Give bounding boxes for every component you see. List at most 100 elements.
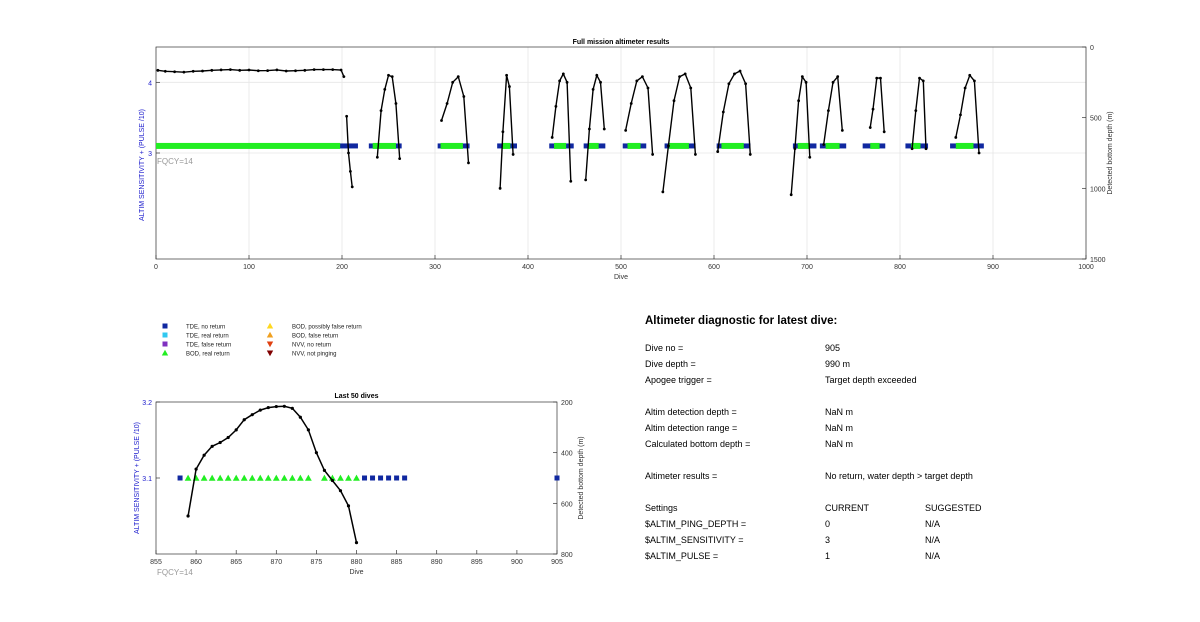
depth-point xyxy=(716,150,720,153)
legend: TDE, no return TDE, real return TDE, false… xyxy=(161,322,362,358)
apogee-value: Target depth exceeded xyxy=(825,375,917,385)
x-tick-label: 300 xyxy=(429,264,441,271)
bod-real-return-marker xyxy=(224,474,232,481)
ping-depth-suggested: N/A xyxy=(925,519,941,529)
bod-real-return-marker xyxy=(304,474,312,481)
depth-point xyxy=(511,153,515,156)
pulse-suggested: N/A xyxy=(925,551,941,561)
depth-line-segment xyxy=(911,76,927,149)
depth-point xyxy=(256,69,260,73)
legend-marker xyxy=(266,341,274,348)
tde-no-return-marker xyxy=(362,475,368,481)
depth-point xyxy=(330,478,335,483)
legend-marker xyxy=(162,323,168,329)
depth-point xyxy=(804,80,808,84)
depth-point xyxy=(624,128,628,132)
depth-point xyxy=(322,68,325,72)
depth-point xyxy=(561,72,565,76)
depth-point xyxy=(914,109,918,112)
depth-point xyxy=(744,82,748,86)
depth-point xyxy=(210,444,214,448)
depth-point xyxy=(284,69,288,73)
depth-point xyxy=(383,88,387,91)
depth-point xyxy=(694,153,697,156)
depth-point xyxy=(797,99,801,103)
y2-tick-label: 200 xyxy=(561,400,573,407)
depth-point xyxy=(398,157,402,161)
depth-point xyxy=(635,79,639,83)
depth-point xyxy=(831,80,835,84)
results-row: Altimeter results = No return, water dep… xyxy=(645,471,1165,487)
tde-no-return-marker xyxy=(370,475,376,481)
legend-label: TDE, real return xyxy=(186,334,229,340)
bod-real-return-marker-run xyxy=(627,142,641,149)
bod-real-return-marker xyxy=(256,474,264,481)
depth-point xyxy=(266,405,270,410)
legend-marker xyxy=(162,341,168,347)
calc-bottom-value: NaN m xyxy=(825,439,854,449)
depth-point xyxy=(587,127,591,131)
depth-point xyxy=(445,102,449,105)
pulse-row: $ALTIM_PULSE = 1 N/A xyxy=(645,551,1165,567)
bod-real-return-marker-run xyxy=(721,142,744,149)
full-mission-chart: 0 100 200 300 400 500 600 700 800 900 1000 3 4 0 500 10… xyxy=(139,39,1114,281)
x-tick-label: 200 xyxy=(336,264,348,271)
depth-point xyxy=(440,119,443,122)
legend-marker xyxy=(266,331,274,338)
depth-point xyxy=(558,79,562,83)
bod-real-return-marker xyxy=(337,474,344,481)
bod-real-return-marker xyxy=(248,474,256,481)
settings-header-row: Settings CURRENT SUGGESTED xyxy=(645,503,1165,519)
depth-point xyxy=(640,75,644,79)
depth-point xyxy=(584,178,588,182)
depth-point xyxy=(963,86,967,90)
depth-point xyxy=(306,428,310,432)
depth-point xyxy=(339,68,343,72)
depth-point xyxy=(871,107,875,111)
depth-point xyxy=(379,109,383,112)
y-axis-label: ALTIM SENSITIVITY + (PULSE /10) xyxy=(139,109,146,221)
y2-tick-label: 400 xyxy=(561,451,573,458)
depth-point xyxy=(808,155,812,159)
depth-line-segment xyxy=(440,75,470,163)
results-label: Altimeter results = xyxy=(645,471,718,481)
legend-label: BOD, false return xyxy=(292,334,338,340)
x-tick-label: 100 xyxy=(243,264,255,271)
depth-point xyxy=(294,69,297,73)
depth-point xyxy=(303,68,307,72)
depth-point xyxy=(683,72,687,76)
detect-range-value: NaN m xyxy=(825,423,854,433)
y2-tick-label: 600 xyxy=(561,501,573,508)
fqcy-annotation: FQCY=14 xyxy=(157,568,193,577)
legend-marker xyxy=(161,349,169,356)
bod-real-return-marker xyxy=(345,474,352,481)
depth-line xyxy=(187,405,358,543)
settings-header: Settings xyxy=(645,503,678,513)
depth-point xyxy=(191,69,195,73)
depth-point xyxy=(345,114,349,118)
bod-real-return-marker xyxy=(240,474,248,481)
depth-point xyxy=(202,453,206,457)
depth-line-segment xyxy=(624,75,654,155)
depth-point xyxy=(689,86,693,90)
depth-point xyxy=(238,68,242,72)
depth-point xyxy=(505,73,509,77)
depth-line-segment xyxy=(955,73,980,154)
depth-line-segment xyxy=(662,72,697,192)
diagnostic-title: Altimeter diagnostic for latest dive: xyxy=(645,315,838,327)
depth-point xyxy=(727,82,731,86)
depth-point xyxy=(347,151,350,155)
y2-axis-label: Detected bottom depth (m) xyxy=(578,436,585,519)
dive-depth-row: Dive depth = 990 m xyxy=(645,359,1165,375)
altimeter-diagnostic-panel: Altimeter diagnostic for latest dive: Di… xyxy=(645,315,1165,567)
apogee-label: Apogee trigger = xyxy=(645,375,712,385)
depth-point xyxy=(282,404,286,408)
depth-line-segment xyxy=(345,116,353,187)
bod-real-return-marker xyxy=(184,474,192,481)
depth-point xyxy=(290,406,294,410)
depth-point xyxy=(342,75,346,79)
depth-point xyxy=(258,408,262,412)
sensitivity-current: 3 xyxy=(825,535,831,545)
calc-bottom-row: Calculated bottom depth = NaN m xyxy=(645,439,1165,455)
depth-point xyxy=(836,75,840,79)
